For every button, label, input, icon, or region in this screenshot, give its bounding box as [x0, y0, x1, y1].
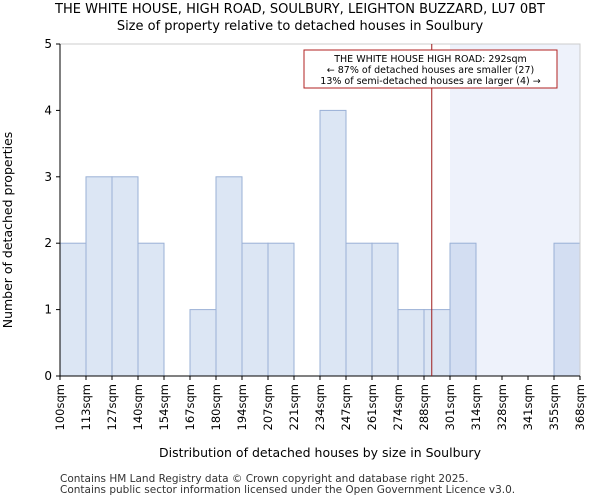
footer-line-2: Contains public sector information licen… [60, 484, 516, 496]
annotation-line-1: THE WHITE HOUSE HIGH ROAD: 292sqm [333, 54, 527, 65]
bar [319, 109, 347, 377]
x-tick-label: 234sqm [313, 384, 327, 430]
bar [397, 309, 425, 377]
x-tick-label: 328sqm [495, 384, 509, 430]
y-axis-title: Number of detached properties [0, 132, 15, 329]
x-tick-label: 207sqm [261, 384, 275, 430]
x-tick-label: 140sqm [131, 384, 145, 430]
x-tick-label: 355sqm [547, 384, 561, 430]
x-tick-label: 127sqm [105, 384, 119, 430]
y-tick-label: 0 [44, 369, 52, 383]
x-tick-label: 274sqm [391, 384, 405, 430]
y-tick-label: 3 [44, 170, 52, 184]
x-tick-label: 167sqm [183, 384, 197, 430]
bar [345, 242, 373, 377]
x-tick-label: 368sqm [573, 384, 587, 430]
annotation-line-3: 13% of semi-detached houses are larger (… [320, 76, 540, 87]
bar [267, 242, 295, 377]
chart-subtitle: Size of property relative to detached ho… [116, 19, 484, 34]
x-tick-label: 180sqm [209, 384, 223, 430]
bar [189, 309, 217, 377]
bar [85, 176, 113, 377]
y-tick-label: 5 [44, 37, 52, 51]
bar [449, 242, 477, 377]
y-tick-label: 2 [44, 236, 52, 250]
x-tick-label: 314sqm [469, 384, 483, 430]
bar [241, 242, 269, 377]
x-tick-label: 341sqm [521, 384, 535, 430]
bar [553, 242, 581, 377]
bar [215, 176, 243, 377]
bar [371, 242, 399, 377]
x-tick-label: 288sqm [417, 384, 431, 430]
footer-line-1: Contains HM Land Registry data © Crown c… [60, 473, 469, 485]
bar [59, 242, 87, 377]
x-tick-label: 261sqm [365, 384, 379, 430]
y-tick-label: 1 [44, 303, 52, 317]
annotation-box [303, 49, 558, 89]
x-axis-title: Distribution of detached houses by size … [159, 445, 482, 460]
y-tick-label: 4 [44, 103, 52, 117]
x-tick-label: 154sqm [157, 384, 171, 430]
x-tick-label: 113sqm [79, 384, 93, 430]
annotation-line-2: ← 87% of detached houses are smaller (27… [327, 65, 534, 76]
bar [137, 242, 165, 377]
x-tick-label: 221sqm [287, 384, 301, 430]
x-tick-label: 194sqm [235, 384, 249, 430]
bar [111, 176, 139, 377]
chart-title: THE WHITE HOUSE, HIGH ROAD, SOULBURY, LE… [55, 2, 545, 17]
x-tick-label: 301sqm [443, 384, 457, 430]
x-tick-label: 247sqm [339, 384, 353, 430]
x-tick-label: 100sqm [53, 384, 67, 430]
bar [423, 309, 451, 377]
